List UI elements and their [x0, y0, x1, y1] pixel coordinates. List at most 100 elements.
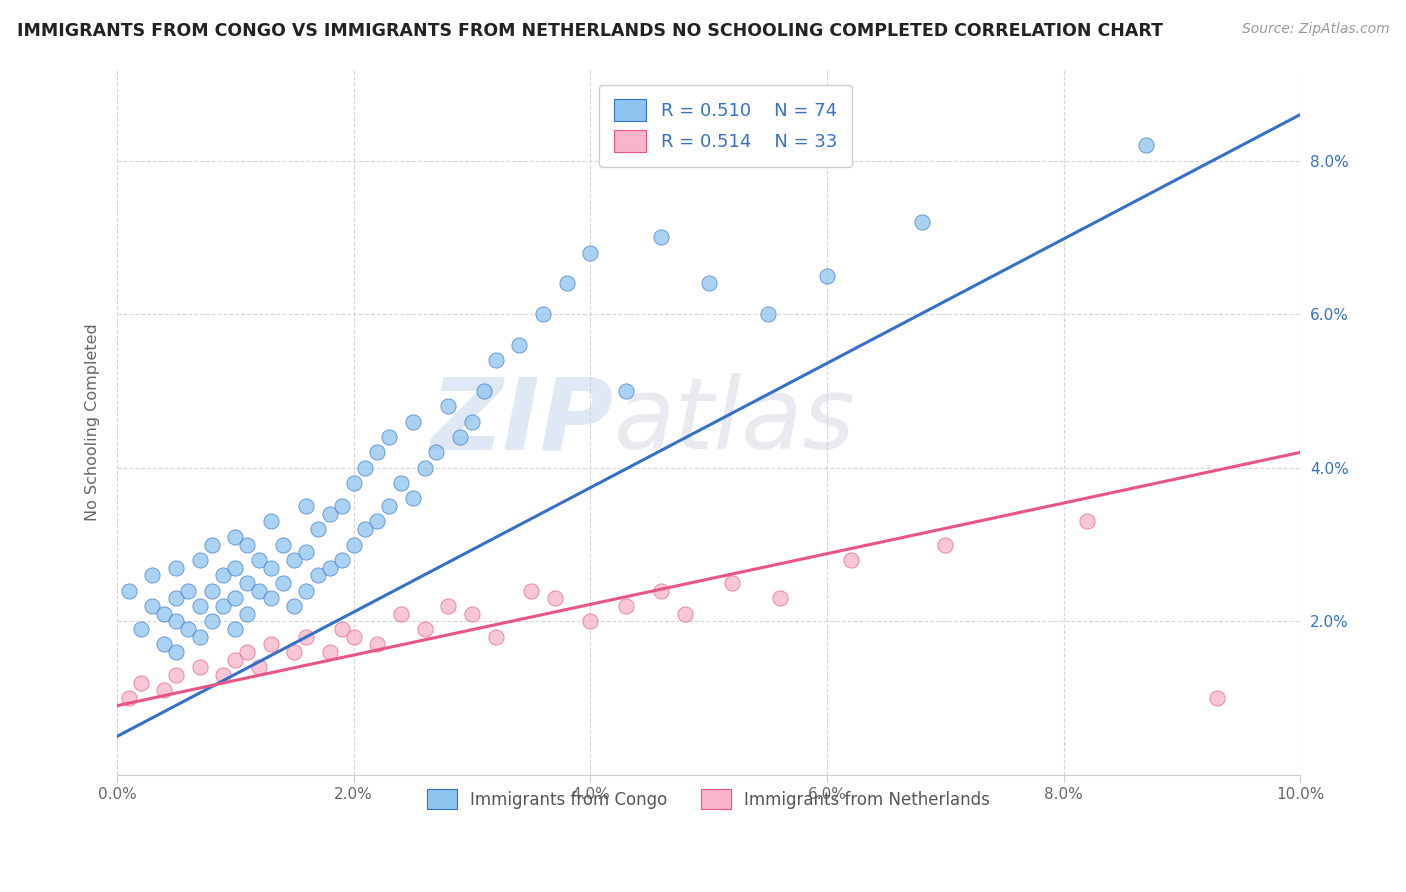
Point — [165, 645, 187, 659]
Text: atlas: atlas — [614, 373, 856, 470]
Point — [366, 515, 388, 529]
Point — [141, 568, 163, 582]
Point — [839, 553, 862, 567]
Point — [389, 476, 412, 491]
Point — [413, 460, 436, 475]
Point — [201, 537, 224, 551]
Point — [330, 622, 353, 636]
Point — [319, 507, 342, 521]
Point — [247, 553, 270, 567]
Point — [461, 607, 484, 621]
Point — [283, 645, 305, 659]
Point — [153, 607, 176, 621]
Point — [614, 384, 637, 398]
Point — [188, 660, 211, 674]
Point — [484, 630, 506, 644]
Point — [283, 599, 305, 613]
Point — [544, 591, 567, 606]
Point — [697, 277, 720, 291]
Point — [555, 277, 578, 291]
Point — [260, 591, 283, 606]
Point — [343, 630, 366, 644]
Point — [650, 230, 672, 244]
Point — [461, 415, 484, 429]
Point — [579, 245, 602, 260]
Point — [673, 607, 696, 621]
Point — [212, 599, 235, 613]
Point — [934, 537, 956, 551]
Point — [236, 645, 259, 659]
Point — [260, 637, 283, 651]
Point — [614, 599, 637, 613]
Point — [437, 400, 460, 414]
Point — [756, 307, 779, 321]
Point — [1135, 138, 1157, 153]
Point — [307, 568, 329, 582]
Point — [319, 645, 342, 659]
Point — [378, 499, 401, 513]
Point — [295, 630, 318, 644]
Point — [520, 583, 543, 598]
Point — [153, 637, 176, 651]
Point — [330, 499, 353, 513]
Point — [295, 583, 318, 598]
Point — [366, 445, 388, 459]
Text: ZIP: ZIP — [430, 373, 614, 470]
Point — [129, 622, 152, 636]
Point — [247, 583, 270, 598]
Point — [188, 599, 211, 613]
Point — [343, 476, 366, 491]
Point — [307, 522, 329, 536]
Point — [531, 307, 554, 321]
Point — [165, 614, 187, 628]
Point — [201, 614, 224, 628]
Point — [366, 637, 388, 651]
Point — [437, 599, 460, 613]
Point — [129, 675, 152, 690]
Point — [484, 353, 506, 368]
Point — [343, 537, 366, 551]
Point — [389, 607, 412, 621]
Point — [319, 560, 342, 574]
Point — [188, 553, 211, 567]
Point — [378, 430, 401, 444]
Point — [283, 553, 305, 567]
Point — [236, 575, 259, 590]
Point — [910, 215, 932, 229]
Point — [153, 683, 176, 698]
Point — [508, 338, 530, 352]
Point — [579, 614, 602, 628]
Point — [224, 591, 246, 606]
Point — [260, 560, 283, 574]
Point — [354, 460, 377, 475]
Point — [413, 622, 436, 636]
Point — [330, 553, 353, 567]
Point — [271, 575, 294, 590]
Point — [212, 668, 235, 682]
Point — [260, 515, 283, 529]
Point — [188, 630, 211, 644]
Point — [177, 583, 200, 598]
Point — [354, 522, 377, 536]
Point — [118, 583, 141, 598]
Point — [236, 607, 259, 621]
Point — [165, 591, 187, 606]
Y-axis label: No Schooling Completed: No Schooling Completed — [86, 323, 100, 521]
Point — [721, 575, 744, 590]
Point — [201, 583, 224, 598]
Point — [141, 599, 163, 613]
Point — [449, 430, 471, 444]
Point — [224, 530, 246, 544]
Point — [212, 568, 235, 582]
Point — [224, 560, 246, 574]
Point — [1076, 515, 1098, 529]
Point — [402, 491, 425, 506]
Legend: Immigrants from Congo, Immigrants from Netherlands: Immigrants from Congo, Immigrants from N… — [420, 782, 997, 816]
Point — [768, 591, 790, 606]
Point — [165, 560, 187, 574]
Point — [295, 545, 318, 559]
Point — [815, 268, 838, 283]
Text: Source: ZipAtlas.com: Source: ZipAtlas.com — [1241, 22, 1389, 37]
Point — [177, 622, 200, 636]
Point — [271, 537, 294, 551]
